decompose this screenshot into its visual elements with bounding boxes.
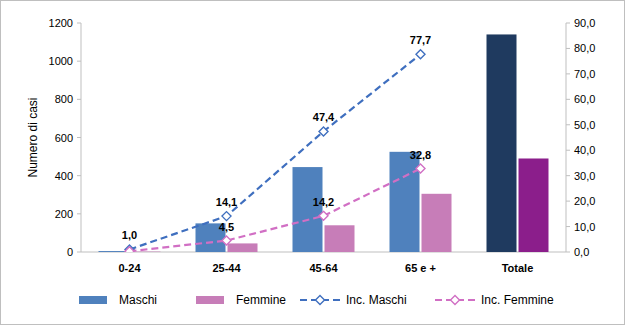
y2-tick-label: 50,0	[574, 119, 595, 131]
y2-tick-label: 70,0	[574, 68, 595, 80]
chart-frame: 0 200 400 600 800 1000 1200 0,0 10,0 20,0 30,0 40,0…	[0, 0, 625, 325]
y-tick	[77, 23, 81, 24]
x-tick-label: 65 e +	[405, 262, 436, 274]
x-tick-label: 25-44	[212, 262, 241, 274]
y2-tick-label: 0,0	[574, 246, 589, 258]
y2-tick-label: 20,0	[574, 195, 595, 207]
data-label: 4,5	[219, 221, 234, 233]
y-tick-label: 1000	[49, 55, 73, 67]
legend-swatch	[79, 296, 107, 304]
bar	[325, 225, 355, 252]
legend-label: Maschi	[119, 293, 157, 307]
y2-tick	[566, 226, 570, 227]
data-label: 1,0	[122, 229, 137, 241]
y-axis-label: Numero di casi	[26, 97, 40, 177]
marker	[319, 211, 328, 220]
marker	[125, 247, 134, 252]
data-label: 14,1	[216, 196, 237, 208]
y2-tick-label: 30,0	[574, 170, 595, 182]
bar	[99, 251, 129, 252]
bar	[487, 34, 517, 252]
y2-tick	[566, 150, 570, 151]
marker	[222, 236, 231, 245]
y-tick-label: 1200	[49, 17, 73, 29]
y2-tick	[566, 73, 570, 74]
data-label: 77,7	[410, 34, 431, 46]
y2-tick	[566, 99, 570, 100]
legend-label: Femmine	[236, 293, 286, 307]
y2-tick	[566, 23, 570, 24]
y2-tick	[566, 48, 570, 49]
data-label: 47,4	[313, 111, 335, 123]
y-tick	[77, 137, 81, 138]
y-tick	[77, 99, 81, 100]
x-tick-label: 0-24	[118, 262, 141, 274]
y2-axis	[566, 23, 567, 252]
data-label: 14,2	[313, 196, 334, 208]
data-labels: 1,0 14,1 47,4 77,7 4,5 14,2 32,8	[122, 34, 431, 241]
y2-tick	[566, 124, 570, 125]
y-tick-label: 0	[67, 246, 73, 258]
bar	[390, 152, 420, 252]
legend: Maschi Femmine Inc. Maschi Inc. Femmine	[79, 293, 554, 307]
y2-tick-label: 10,0	[574, 221, 595, 233]
marker	[319, 127, 328, 136]
y-tick-label: 400	[55, 170, 73, 182]
y-tick	[77, 175, 81, 176]
x-tick-label: Totale	[502, 262, 534, 274]
plot-area	[99, 34, 549, 252]
y-tick-label: 200	[55, 208, 73, 220]
y2-tick-label: 40,0	[574, 144, 595, 156]
bar	[519, 158, 549, 252]
line	[130, 169, 421, 252]
y-tick-label: 800	[55, 93, 73, 105]
x-tick-label: 45-64	[309, 262, 338, 274]
bar	[228, 243, 258, 252]
bar	[422, 194, 452, 252]
y2-tick	[566, 201, 570, 202]
marker	[416, 164, 425, 173]
y2-tick	[566, 175, 570, 176]
legend-marker	[316, 296, 325, 305]
y2-tick-label: 60,0	[574, 93, 595, 105]
legend-marker	[451, 296, 460, 305]
bar	[293, 167, 323, 252]
y-tick	[77, 61, 81, 62]
chart: 0 200 400 600 800 1000 1200 0,0 10,0 20,0 30,0 40,0…	[1, 1, 624, 324]
legend-label: Inc. Maschi	[346, 293, 407, 307]
y2-tick-label: 90,0	[574, 17, 595, 29]
line	[130, 54, 421, 249]
marker	[416, 50, 425, 59]
legend-swatch	[196, 296, 224, 304]
y-tick-label: 600	[55, 132, 73, 144]
y-tick	[77, 252, 81, 253]
y-tick	[77, 213, 81, 214]
legend-label: Inc. Femmine	[481, 293, 554, 307]
data-label: 32,8	[410, 149, 431, 161]
marker	[222, 212, 231, 221]
y2-tick	[566, 252, 570, 253]
y2-tick-label: 80,0	[574, 42, 595, 54]
